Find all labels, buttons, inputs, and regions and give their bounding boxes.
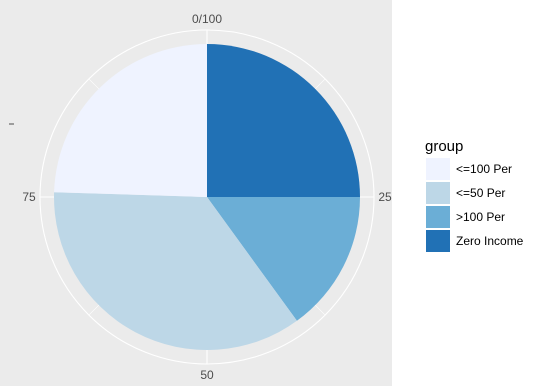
legend: group <=100 Per <=50 Per >100 Per Zero Inco… — [425, 138, 524, 252]
legend-title: group — [425, 138, 463, 155]
pie-slice-100-per — [54, 44, 207, 197]
legend-key — [426, 182, 450, 204]
angle-tick-label: 0/100 — [192, 12, 222, 26]
legend-key — [426, 206, 450, 228]
legend-label: <=50 Per — [456, 186, 505, 200]
legend-label: >100 Per — [456, 210, 505, 224]
pie-slice-zero-income — [207, 44, 360, 197]
legend-label: <=100 Per — [456, 162, 512, 176]
legend-key — [426, 158, 450, 180]
legend-key — [426, 230, 450, 252]
pie-slice-100-per — [207, 197, 360, 321]
angle-tick-labels: 0/100 25 50 75 — [22, 12, 392, 382]
angle-tick-label: 25 — [378, 190, 392, 204]
pie-slices — [54, 44, 360, 350]
pie-slice-50-per — [54, 192, 297, 350]
legend-label: Zero Income — [456, 234, 524, 248]
angle-tick-label: 50 — [200, 368, 214, 382]
angle-tick-label: 75 — [22, 190, 36, 204]
